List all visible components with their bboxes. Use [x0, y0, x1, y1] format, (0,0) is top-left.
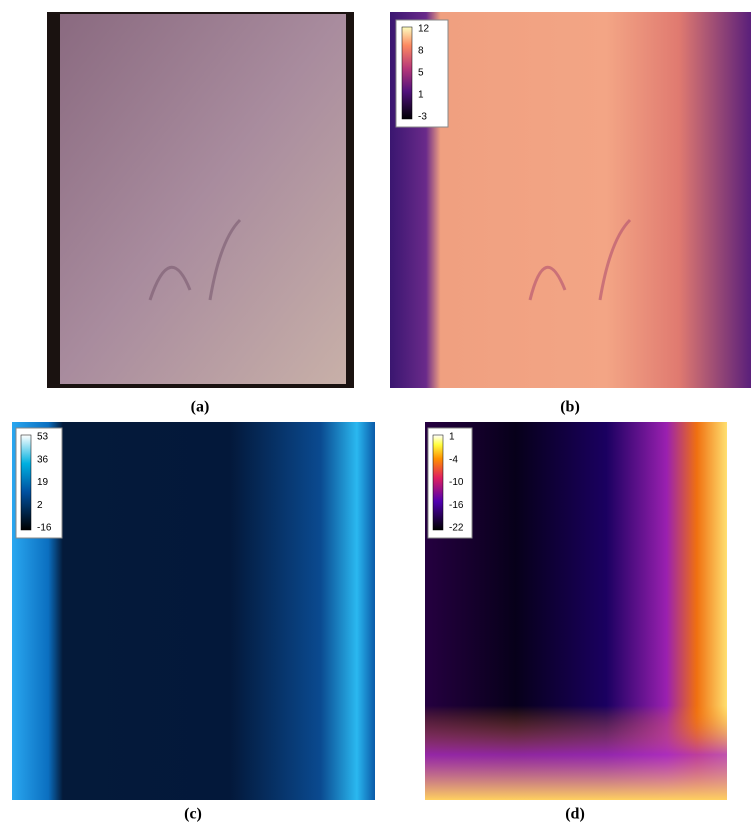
colorbar-tick-label: 8: [418, 46, 424, 57]
colorbar-tick-label: 5: [418, 68, 424, 79]
colorbar-tick-label: -22: [449, 523, 464, 534]
colorbar-tick-label: -3: [418, 112, 427, 123]
colorbar: [21, 435, 31, 530]
colorbar-tick-label: 1: [449, 432, 455, 443]
colorbar-tick-label: -16: [37, 523, 52, 534]
colorbar-tick-label: 36: [37, 454, 49, 465]
panel-label: (b): [560, 399, 580, 416]
colorbar: [402, 27, 412, 119]
panel-label: (d): [565, 806, 585, 823]
figure: (a) (b) (c) (d) 12 8 5 1 -3 53 36 19 2 -16 1 -4 -10 -…: [0, 0, 756, 829]
colorbar-tick-label: 19: [37, 477, 49, 488]
colorbar-tick-label: 53: [37, 432, 49, 443]
panel-label: (a): [191, 399, 210, 416]
colorbar-tick-label: -16: [449, 500, 464, 511]
colorbar: [433, 435, 443, 530]
colorbar-tick-label: 2: [37, 500, 43, 511]
colorbar-tick-label: 12: [418, 24, 430, 35]
panel-label: (c): [184, 806, 202, 823]
colorbar-tick-label: -4: [449, 454, 458, 465]
image-c: [12, 422, 375, 800]
colorbar-tick-label: 1: [418, 90, 424, 101]
image-a-page: [60, 14, 346, 384]
colorbar-tick-label: -10: [449, 477, 464, 488]
